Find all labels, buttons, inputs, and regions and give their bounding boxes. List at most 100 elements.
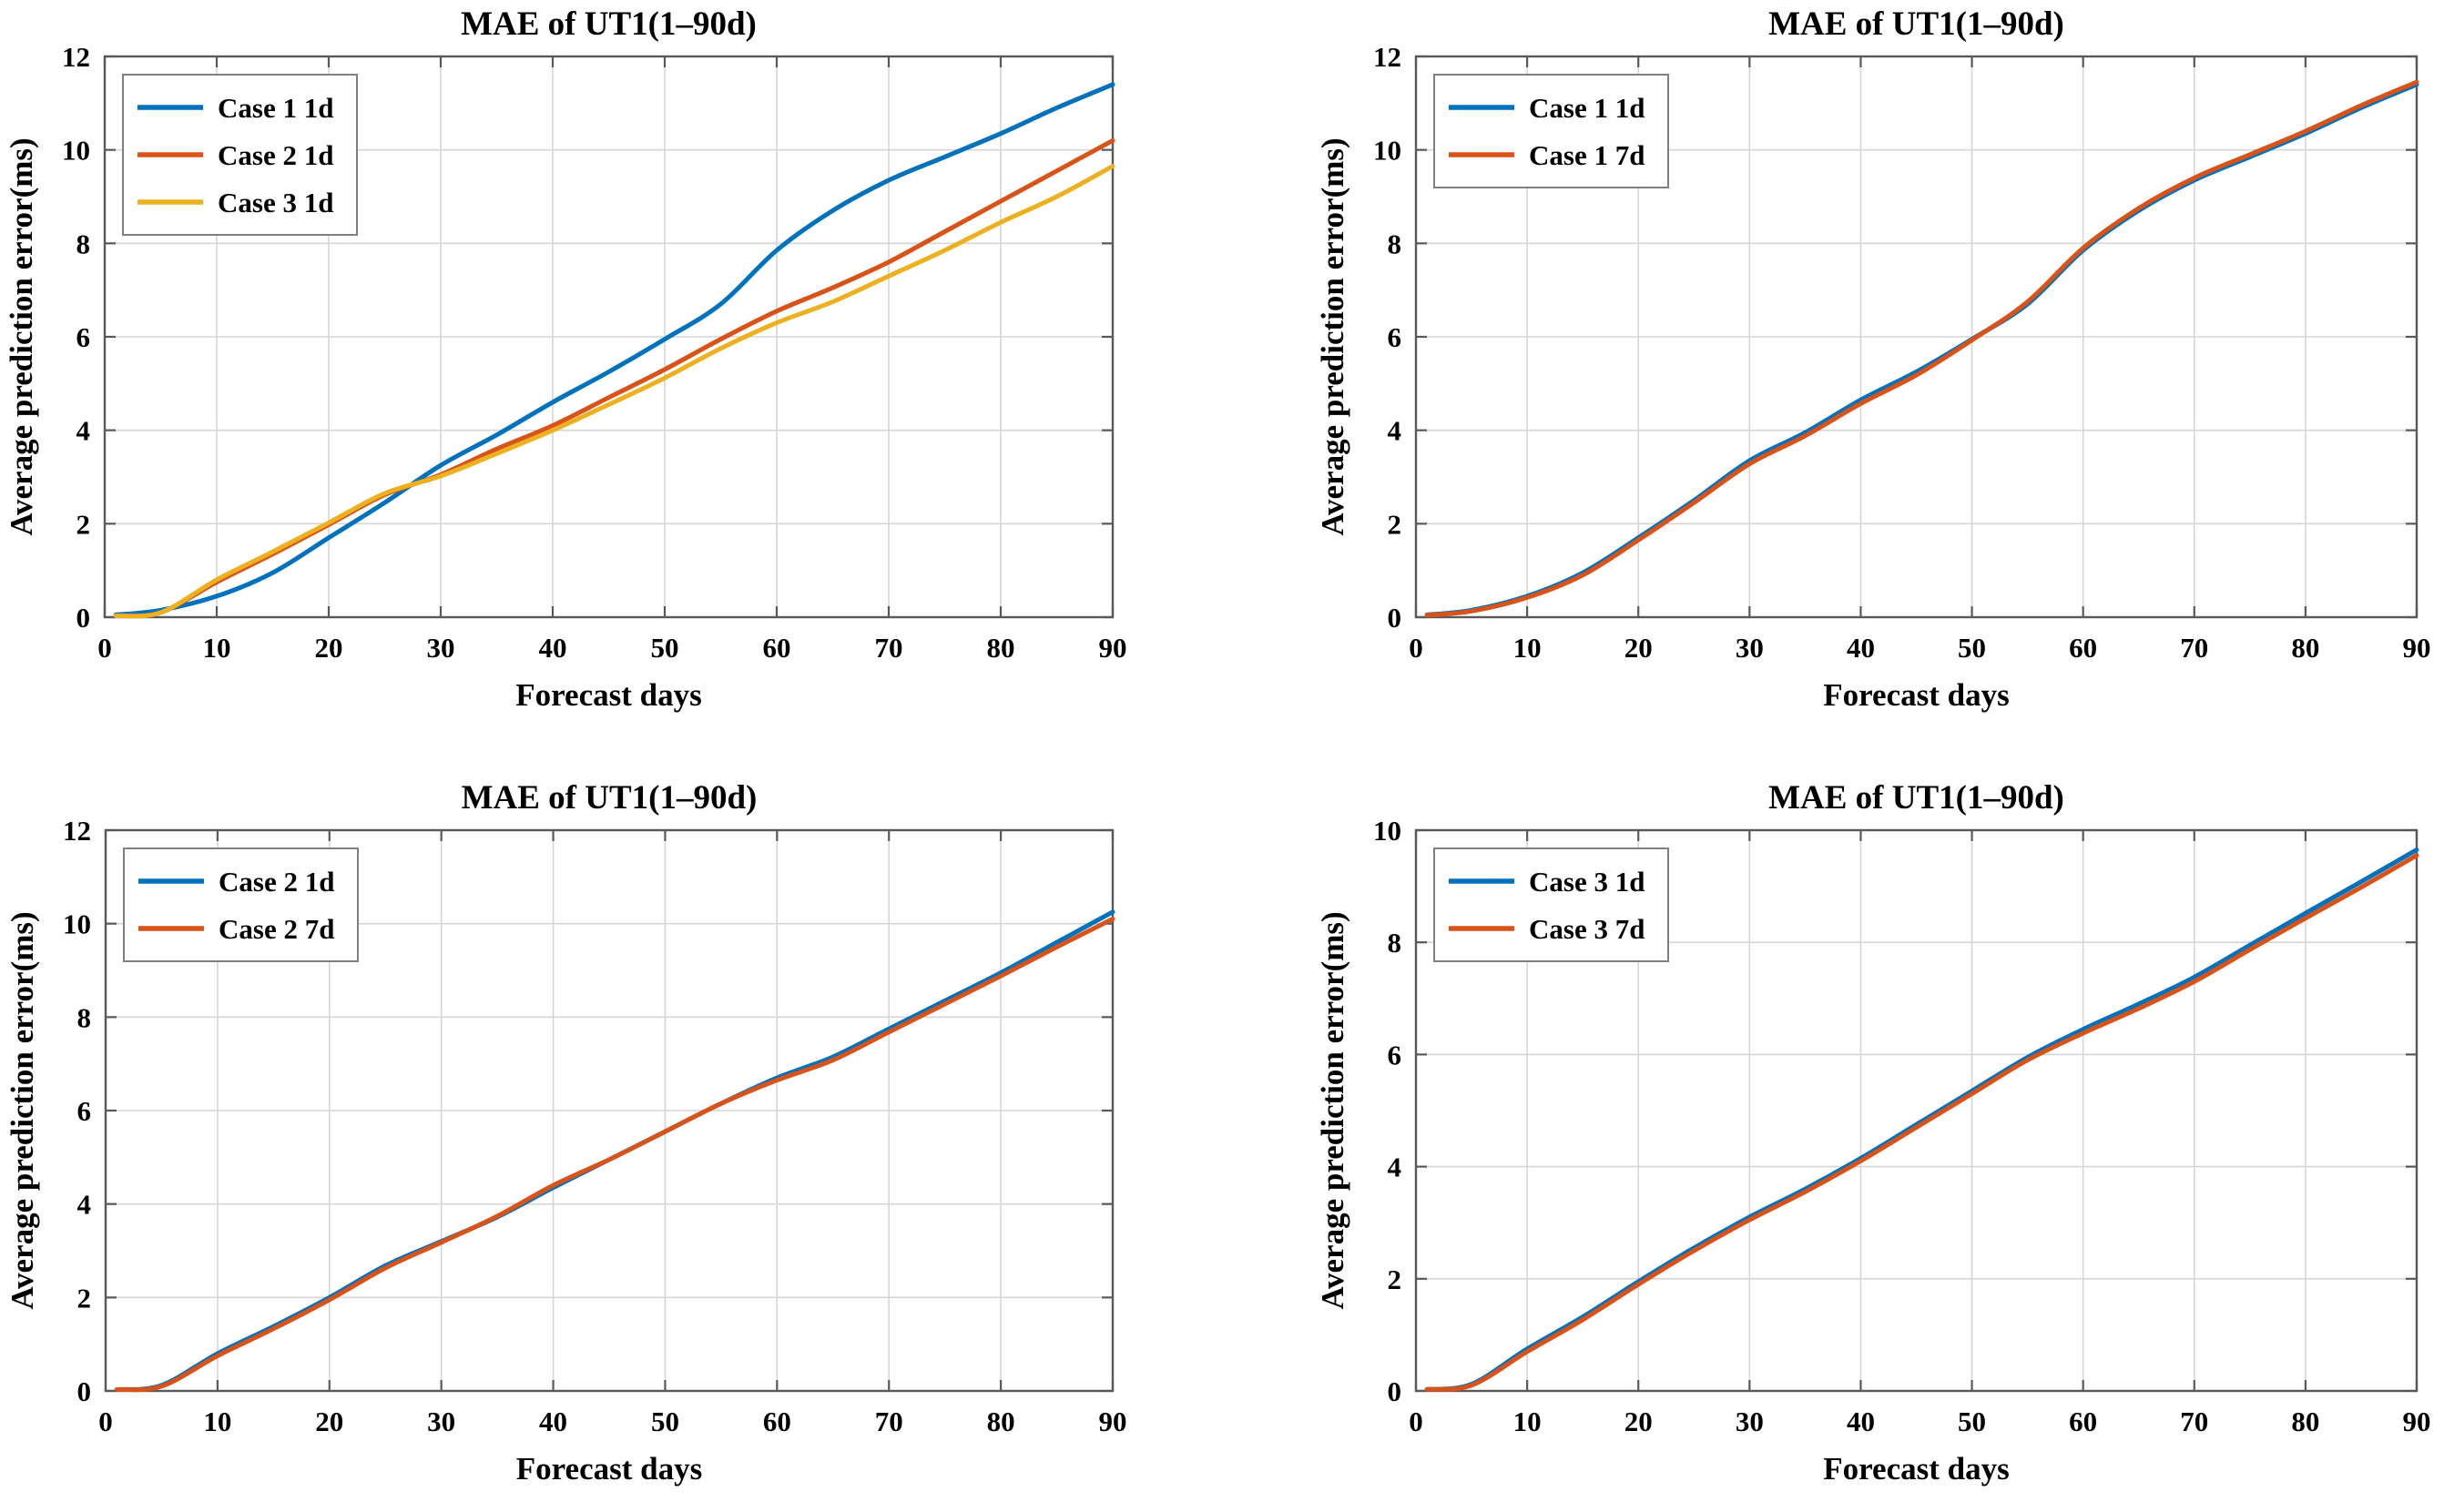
x-tick-labels: 0 10 20 30 40 50 60 70 80 90	[1409, 632, 2430, 664]
svg-text:2: 2	[1388, 508, 1402, 540]
svg-text:4: 4	[1388, 415, 1402, 447]
svg-text:0: 0	[76, 602, 91, 634]
tick-marks	[103, 55, 1115, 619]
svg-text:10: 10	[1513, 632, 1542, 664]
legend: Case 1 1d Case 1 7d	[1433, 74, 1669, 188]
svg-text:70: 70	[2180, 632, 2208, 664]
svg-text:80: 80	[987, 632, 1015, 664]
svg-text:70: 70	[875, 1405, 903, 1437]
svg-text:10: 10	[203, 1405, 231, 1437]
svg-text:0: 0	[1409, 1405, 1423, 1437]
svg-text:12: 12	[1373, 41, 1401, 73]
chart-mae-case1-1d-vs-7d: 0 10 20 30 40 50 60 70 80 90 0 2 4 6 8 10 12 MAE of UT1(1…	[1222, 0, 2444, 756]
svg-text:10: 10	[63, 908, 91, 940]
svg-text:10: 10	[203, 632, 231, 664]
legend: Case 2 1d Case 2 7d	[123, 847, 359, 962]
svg-text:0: 0	[1388, 1375, 1402, 1407]
svg-text:30: 30	[1736, 632, 1764, 664]
svg-text:70: 70	[2180, 1405, 2208, 1437]
y-tick-labels: 0 2 4 6 8 10 12	[62, 41, 90, 634]
svg-text:20: 20	[315, 632, 343, 664]
legend-label-1: Case 2 1d	[218, 139, 333, 171]
svg-text:12: 12	[62, 41, 90, 73]
y-axis-label: Average prediction error(ms)	[4, 137, 39, 535]
legend: Case 3 1d Case 3 7d	[1433, 847, 1669, 962]
svg-text:50: 50	[651, 632, 679, 664]
svg-text:6: 6	[77, 1095, 92, 1127]
chart-title: MAE of UT1(1–90d)	[462, 779, 758, 817]
series-line-1	[114, 917, 1115, 1393]
series-line-1	[1424, 79, 2419, 618]
chart-mae-case2-1d-vs-7d: 0 10 20 30 40 50 60 70 80 90 0 2 4 6 8 10 12 MAE of UT1(1…	[0, 756, 1222, 1512]
svg-text:60: 60	[2069, 632, 2097, 664]
legend-label-1: Case 2 7d	[219, 913, 334, 945]
legend-label-0: Case 3 1d	[1529, 866, 1645, 898]
plot-canvas: 0 10 20 30 40 50 60 70 80 90 0 2 4 6 8 10 MAE of UT1(1–9…	[1315, 779, 2431, 1487]
svg-text:20: 20	[1624, 632, 1653, 664]
svg-text:40: 40	[539, 632, 567, 664]
legend-label-0: Case 1 1d	[1529, 92, 1645, 124]
series-line-1	[1424, 853, 2419, 1392]
svg-text:40: 40	[1847, 632, 1875, 664]
svg-text:90: 90	[1099, 632, 1127, 664]
svg-text:50: 50	[1958, 632, 1986, 664]
y-tick-labels: 0 2 4 6 8 10 12	[63, 815, 91, 1407]
legend-label-1: Case 1 7d	[1529, 139, 1645, 171]
svg-text:12: 12	[63, 815, 91, 847]
tick-marks	[104, 828, 1115, 1393]
grid	[105, 56, 1113, 617]
svg-text:90: 90	[2403, 1405, 2431, 1437]
series-line-0	[1424, 847, 2419, 1392]
legend-label-0: Case 2 1d	[219, 866, 334, 898]
svg-text:80: 80	[987, 1405, 1015, 1437]
svg-text:60: 60	[763, 632, 791, 664]
svg-text:90: 90	[1099, 1405, 1127, 1437]
svg-text:8: 8	[1388, 927, 1402, 959]
legend-box	[123, 847, 359, 962]
legend-box	[1433, 847, 1669, 962]
svg-text:80: 80	[2291, 632, 2319, 664]
x-axis-label: Forecast days	[516, 1451, 702, 1487]
svg-text:10: 10	[1373, 815, 1401, 847]
svg-text:2: 2	[1388, 1263, 1402, 1295]
plot-canvas: 0 10 20 30 40 50 60 70 80 90 0 2 4 6 8 10 12 MAE of UT1(1…	[1315, 5, 2431, 713]
svg-text:0: 0	[97, 632, 112, 664]
svg-text:8: 8	[76, 228, 91, 259]
svg-text:20: 20	[1624, 1405, 1653, 1437]
svg-text:50: 50	[1958, 1405, 1986, 1437]
x-axis-label: Forecast days	[515, 677, 701, 713]
svg-text:30: 30	[427, 632, 455, 664]
tick-marks	[1414, 828, 2419, 1393]
y-tick-labels: 0 2 4 6 8 10 12	[1373, 41, 1401, 634]
svg-text:20: 20	[315, 1405, 343, 1437]
svg-text:30: 30	[427, 1405, 455, 1437]
svg-text:40: 40	[1847, 1405, 1875, 1437]
svg-text:90: 90	[2403, 632, 2431, 664]
svg-text:2: 2	[77, 1282, 92, 1314]
svg-text:0: 0	[1409, 632, 1423, 664]
y-tick-labels: 0 2 4 6 8 10	[1373, 815, 1401, 1407]
y-axis-label: Average prediction error(ms)	[1315, 137, 1350, 535]
chart-mae-case3-1d-vs-7d: 0 10 20 30 40 50 60 70 80 90 0 2 4 6 8 10 MAE of UT1(1–9…	[1222, 756, 2444, 1512]
chart-title: MAE of UT1(1–90d)	[1768, 779, 2064, 817]
svg-text:2: 2	[76, 508, 91, 540]
svg-text:8: 8	[1388, 228, 1402, 259]
svg-text:10: 10	[1513, 1405, 1542, 1437]
svg-text:8: 8	[77, 1001, 92, 1033]
chart-title: MAE of UT1(1–90d)	[461, 5, 757, 43]
svg-text:30: 30	[1736, 1405, 1764, 1437]
tick-marks	[1414, 55, 2419, 619]
svg-text:4: 4	[1388, 1152, 1402, 1183]
chart-title: MAE of UT1(1–90d)	[1768, 5, 2064, 43]
x-tick-labels: 0 10 20 30 40 50 60 70 80 90	[98, 1405, 1126, 1437]
chart-mae-case-comparison-1d: 0 10 20 30 40 50 60 70 80 90 0 2 4 6 8 10 12 MAE of UT1(1…	[0, 0, 1222, 756]
legend: Case 1 1d Case 2 1d Case 3 1d	[122, 74, 358, 236]
legend-label-0: Case 1 1d	[218, 92, 333, 124]
axes-box	[1414, 828, 2419, 1393]
svg-text:0: 0	[1388, 602, 1402, 634]
legend-label-2: Case 3 1d	[218, 187, 333, 218]
x-tick-labels: 0 10 20 30 40 50 60 70 80 90	[1409, 1405, 2430, 1437]
svg-text:0: 0	[98, 1405, 113, 1437]
plot-canvas: 0 10 20 30 40 50 60 70 80 90 0 2 4 6 8 10 12 MAE of UT1(1…	[5, 779, 1127, 1487]
